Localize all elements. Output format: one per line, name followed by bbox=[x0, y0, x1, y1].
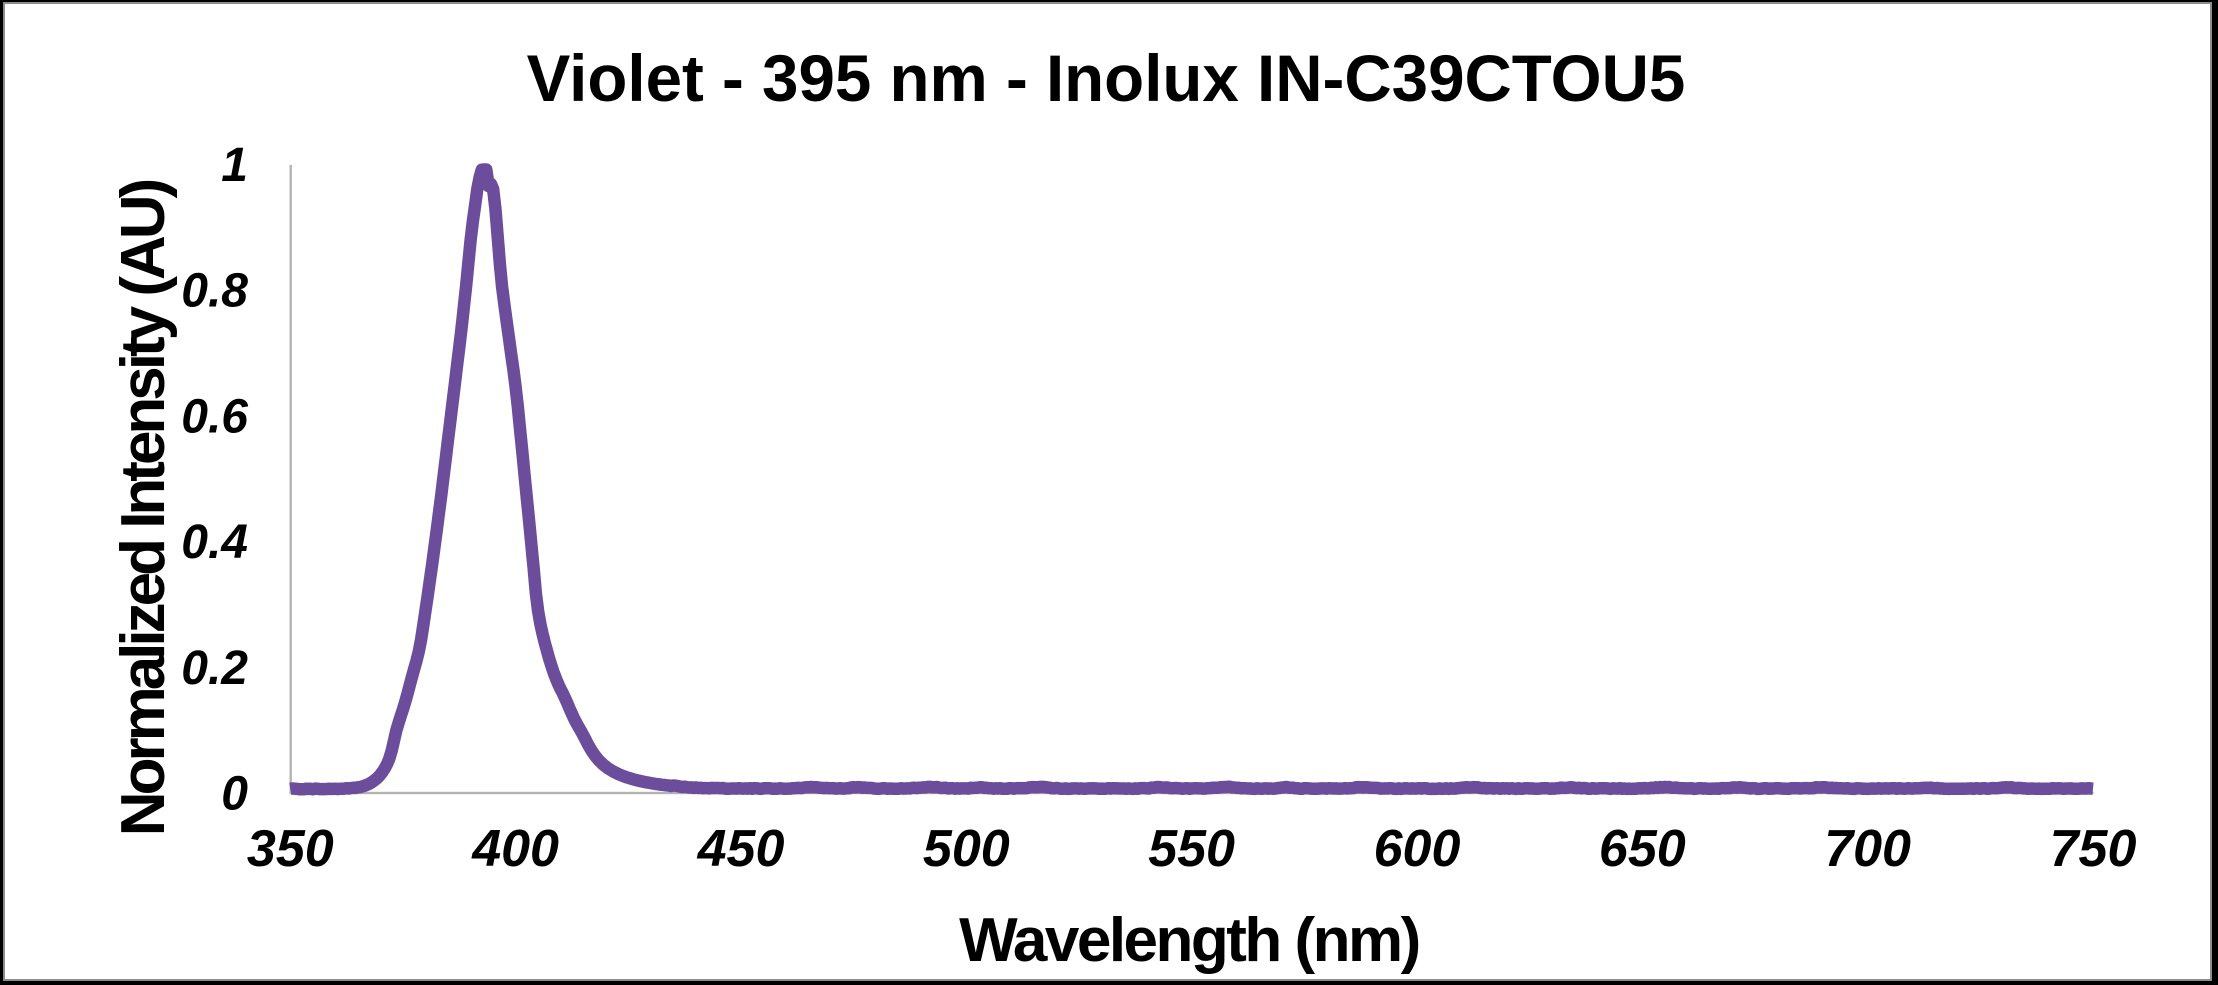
svg-text:550: 550 bbox=[1148, 820, 1235, 878]
svg-text:0.4: 0.4 bbox=[181, 516, 248, 569]
svg-text:Violet - 395 nm - Inolux IN-C3: Violet - 395 nm - Inolux IN-C39CTOU5 bbox=[527, 42, 1686, 115]
svg-text:600: 600 bbox=[1374, 820, 1461, 878]
svg-text:500: 500 bbox=[923, 820, 1010, 878]
svg-text:750: 750 bbox=[2050, 820, 2137, 878]
svg-text:700: 700 bbox=[1824, 820, 1911, 878]
svg-text:0: 0 bbox=[221, 768, 248, 821]
svg-text:350: 350 bbox=[247, 820, 334, 878]
svg-text:Wavelength (nm): Wavelength (nm) bbox=[959, 906, 1419, 975]
svg-text:0.2: 0.2 bbox=[181, 642, 248, 695]
svg-text:1: 1 bbox=[221, 139, 248, 192]
svg-text:650: 650 bbox=[1599, 820, 1686, 878]
svg-text:450: 450 bbox=[697, 820, 785, 878]
svg-text:0.6: 0.6 bbox=[181, 390, 248, 443]
svg-text:0.8: 0.8 bbox=[181, 265, 248, 318]
svg-text:Normalized Intensity (AU): Normalized Intensity (AU) bbox=[109, 180, 178, 836]
svg-text:400: 400 bbox=[471, 820, 559, 878]
